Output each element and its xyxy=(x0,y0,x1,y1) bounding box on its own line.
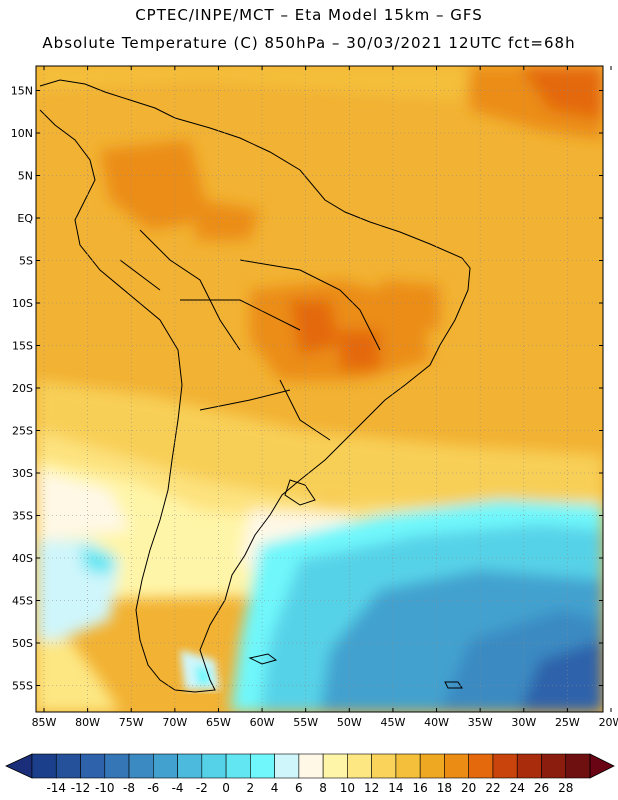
lat-label: 10S xyxy=(12,297,33,310)
colorbar-label: 22 xyxy=(485,781,500,795)
lon-label: 25W xyxy=(555,716,580,729)
colorbar-label: -10 xyxy=(95,781,115,795)
latitude-labels: 15N 10N 5N EQ 5S 10S 15S 20S 25S 30S 35S 40S 45S 50S 5… xyxy=(11,85,34,693)
colorbar-swatch xyxy=(177,753,203,779)
colorbar-label: 0 xyxy=(222,781,230,795)
colorbar-swatch xyxy=(201,753,227,779)
colorbar-label: 20 xyxy=(461,781,476,795)
colorbar-swatch xyxy=(444,753,469,779)
colorbar-swatch xyxy=(516,753,542,779)
colorbar-swatch xyxy=(128,753,154,779)
graticule xyxy=(36,66,603,712)
colorbar-label: 4 xyxy=(271,781,279,795)
lat-label: 25S xyxy=(12,425,33,438)
colorbar-label: 28 xyxy=(558,781,573,795)
lat-label: EQ xyxy=(17,212,33,225)
colorbar: -14 -12 -10 -8 -6 -4 -2 0 2 4 6 8 10 12 14 16 18 20 22 24 26… xyxy=(5,753,615,795)
colorbar-label: 8 xyxy=(319,781,327,795)
lat-label: 50S xyxy=(12,637,33,650)
colorbar-label: 16 xyxy=(413,781,428,795)
lon-label: 55W xyxy=(293,716,318,729)
lon-label: 35W xyxy=(468,716,493,729)
colorbar-label: 26 xyxy=(534,781,549,795)
lon-label: 85W xyxy=(32,716,57,729)
colorbar-swatch xyxy=(492,753,518,779)
lat-label: 30S xyxy=(12,467,33,480)
colorbar-swatch xyxy=(347,753,372,779)
colorbar-label: 12 xyxy=(364,781,379,795)
lon-label: 50W xyxy=(337,716,362,729)
lon-label: 80W xyxy=(75,716,100,729)
temperature-field xyxy=(36,66,603,712)
colorbar-swatch xyxy=(225,753,251,779)
colorbar-label: 10 xyxy=(340,781,355,795)
lon-label: 60W xyxy=(250,716,275,729)
lat-label: 10N xyxy=(11,127,33,140)
colorbar-swatch xyxy=(104,753,130,779)
lat-label: 55S xyxy=(12,680,33,693)
axis-ticks xyxy=(36,66,612,712)
colorbar-label: 14 xyxy=(388,781,403,795)
colorbar-label: 18 xyxy=(437,781,452,795)
lon-label: 75W xyxy=(119,716,144,729)
colorbar-swatch xyxy=(80,753,106,779)
colorbar-swatch xyxy=(298,753,324,779)
colorbar-swatch xyxy=(322,753,348,779)
colorbar-label: -6 xyxy=(147,781,159,795)
lon-label: 30W xyxy=(511,716,536,729)
colorbar-label: 24 xyxy=(510,781,525,795)
lat-label: 5S xyxy=(19,255,33,268)
coastlines xyxy=(39,79,471,693)
colorbar-under-arrow xyxy=(5,753,33,779)
colorbar-label: 2 xyxy=(247,781,255,795)
colorbar-label: -14 xyxy=(46,781,66,795)
map-title-line-2: Absolute Temperature (C) 850hPa – 30/03/… xyxy=(42,34,576,52)
colorbar-label: 6 xyxy=(295,781,303,795)
lat-label: 35S xyxy=(12,510,33,523)
lon-label: 70W xyxy=(162,716,187,729)
colorbar-swatch xyxy=(395,753,421,779)
colorbar-label: -12 xyxy=(71,781,91,795)
colorbar-swatch xyxy=(419,753,445,779)
lon-label: 40W xyxy=(424,716,449,729)
colorbar-swatch xyxy=(371,753,397,779)
colorbar-swatch xyxy=(541,753,567,779)
colorbar-label: -4 xyxy=(172,781,184,795)
lon-label: 45W xyxy=(380,716,405,729)
lat-label: 15S xyxy=(12,340,33,353)
map-frame xyxy=(35,65,604,713)
lat-label: 5N xyxy=(18,170,33,183)
colorbar-label: -8 xyxy=(123,781,135,795)
lon-label: 65W xyxy=(206,716,231,729)
lon-label: 20W xyxy=(599,716,618,729)
colorbar-swatch xyxy=(250,753,275,779)
colorbar-swatch xyxy=(153,753,178,779)
colorbar-swatch xyxy=(274,753,300,779)
colorbar-swatch xyxy=(468,753,494,779)
colorbar-swatch xyxy=(31,753,57,779)
longitude-labels: 85W 80W 75W 70W 65W 60W 55W 50W 45W 40W 35W 30W 25W 2… xyxy=(32,716,618,729)
map-title-line-1: CPTEC/INPE/MCT – Eta Model 15km – GFS xyxy=(135,6,483,24)
lat-label: 45S xyxy=(12,595,33,608)
lat-label: 15N xyxy=(11,85,33,98)
colorbar-over-arrow xyxy=(589,753,615,779)
lat-label: 20S xyxy=(12,382,33,395)
colorbar-swatch xyxy=(565,753,591,779)
colorbar-label: -2 xyxy=(196,781,208,795)
colorbar-swatch xyxy=(55,753,81,779)
lat-label: 40S xyxy=(12,552,33,565)
